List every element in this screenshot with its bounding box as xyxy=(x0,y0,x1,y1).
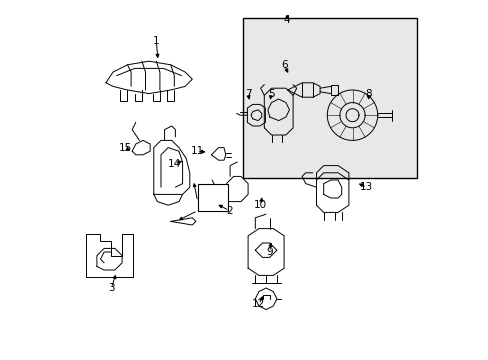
FancyBboxPatch shape xyxy=(242,18,416,178)
Text: 3: 3 xyxy=(108,283,114,293)
Text: 1: 1 xyxy=(153,36,159,46)
Text: 14: 14 xyxy=(167,159,181,169)
Text: 7: 7 xyxy=(244,89,251,99)
Text: 15: 15 xyxy=(118,143,131,153)
Text: 2: 2 xyxy=(225,206,232,216)
Text: 8: 8 xyxy=(365,89,371,99)
Text: 9: 9 xyxy=(266,247,272,257)
Text: 4: 4 xyxy=(283,15,290,25)
Text: 11: 11 xyxy=(190,146,203,156)
Text: 13: 13 xyxy=(360,182,373,192)
Text: 10: 10 xyxy=(254,200,267,210)
Text: 12: 12 xyxy=(252,299,265,309)
Text: 6: 6 xyxy=(280,60,287,70)
Bar xyxy=(197,184,228,211)
Text: 5: 5 xyxy=(267,89,274,99)
